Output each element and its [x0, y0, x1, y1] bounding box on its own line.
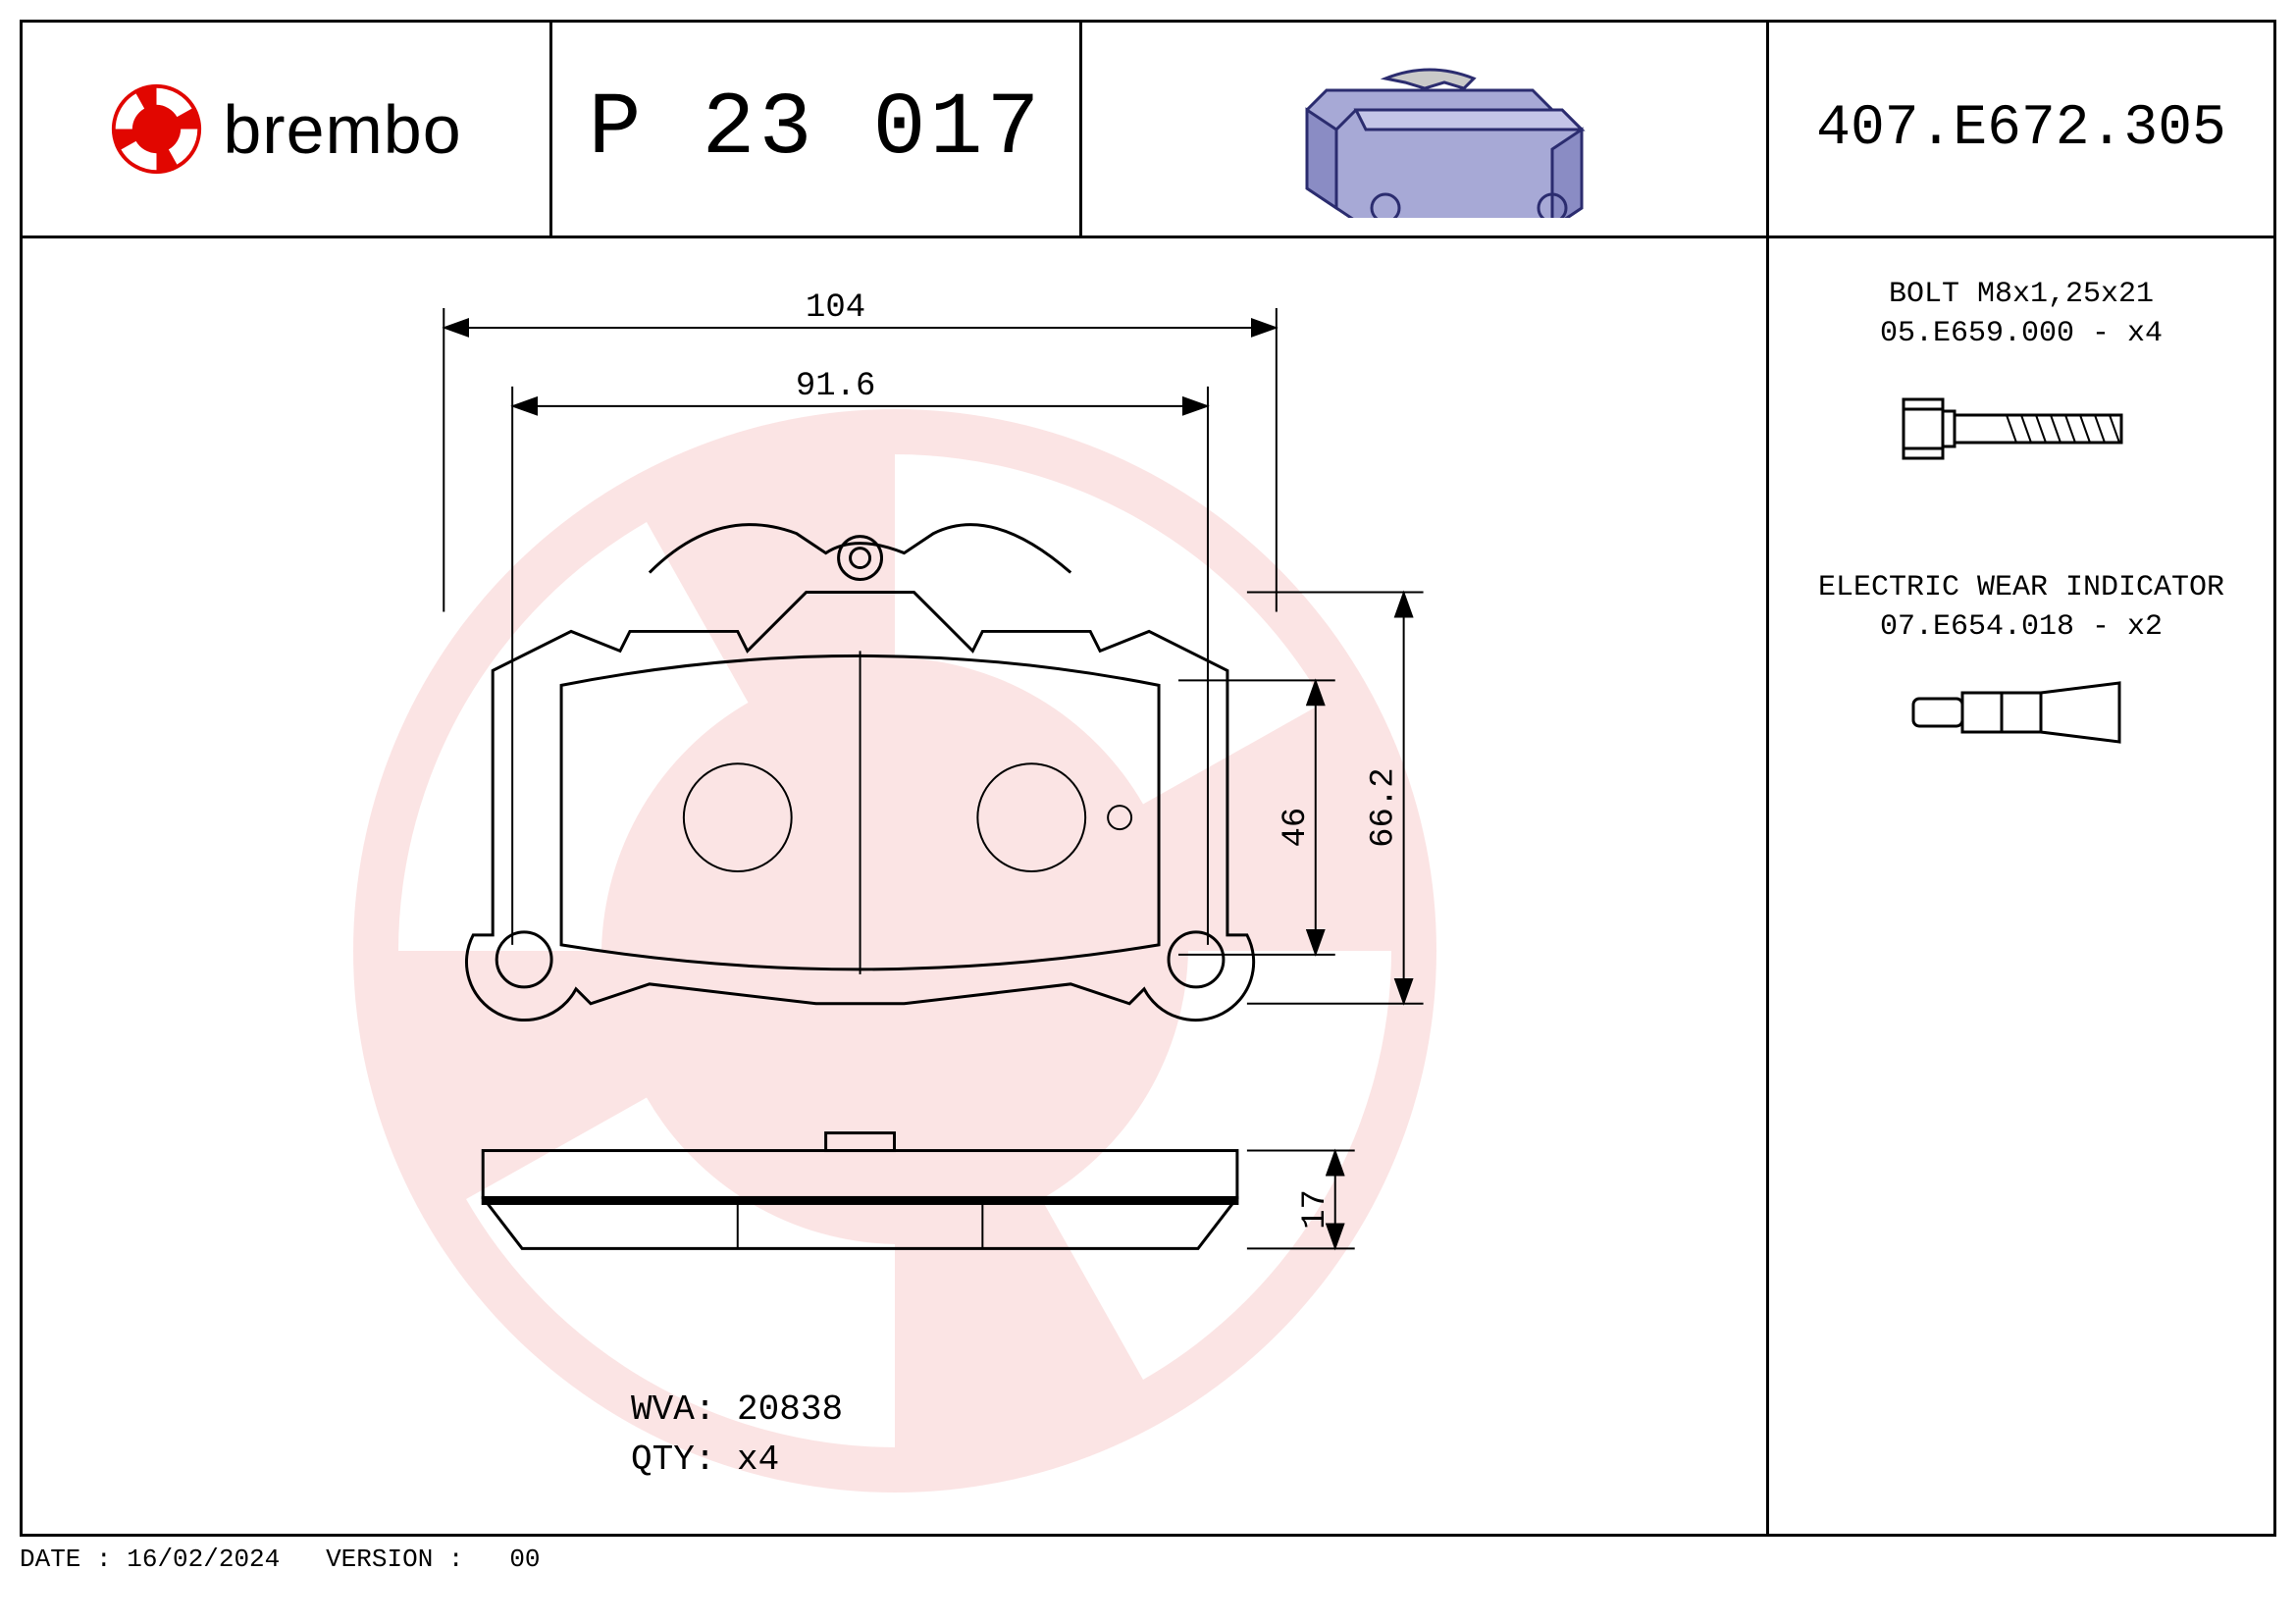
part-number: P 23 017	[588, 79, 1043, 180]
brand-cell: brembo	[23, 23, 552, 236]
footer-version: 00	[509, 1545, 540, 1574]
drawing-code-cell: 407.E672.305	[1769, 23, 2273, 236]
accessory-bolt-code: 05.E659.000 - x4	[1880, 317, 2163, 350]
header-row: brembo P 23 017	[23, 23, 2273, 238]
dim-width-overall: 104	[806, 289, 865, 327]
qty-label: QTY:	[631, 1440, 715, 1480]
accessory-indicator-code: 07.E654.018 - x2	[1818, 610, 2224, 644]
bolt-icon	[1894, 370, 2149, 488]
bottom-info: WVA: 20838 QTY: x4	[631, 1386, 843, 1485]
body-row: 104 91.6 66.2 46 17	[23, 238, 2273, 1534]
accessory-bolt-title: BOLT M8x1,25x21	[1880, 278, 2163, 311]
brand-logo: brembo	[110, 82, 461, 176]
brand-name: brembo	[223, 90, 461, 169]
product-iso-icon	[1258, 41, 1592, 218]
qty-value: x4	[737, 1440, 779, 1480]
brembo-logo-icon	[110, 82, 203, 176]
dim-height-friction: 46	[1278, 808, 1315, 848]
dim-width-inner: 91.6	[796, 368, 875, 405]
drawing-code: 407.E672.305	[1816, 97, 2226, 161]
wear-indicator-icon	[1894, 663, 2149, 761]
accessory-wear-indicator: ELECTRIC WEAR INDICATOR 07.E654.018 - x2	[1818, 571, 2224, 766]
wva-label: WVA:	[631, 1389, 715, 1430]
footer-date: 16/02/2024	[127, 1545, 280, 1574]
footer: DATE : 16/02/2024 VERSION : 00	[20, 1545, 2276, 1574]
part-number-cell: P 23 017	[552, 23, 1082, 236]
dim-height-overall: 66.2	[1366, 767, 1403, 847]
technical-drawing-area: 104 91.6 66.2 46 17	[23, 238, 1769, 1534]
accessories-panel: BOLT M8x1,25x21 05.E659.000 - x4	[1769, 238, 2273, 1534]
accessory-indicator-title: ELECTRIC WEAR INDICATOR	[1818, 571, 2224, 604]
footer-version-label: VERSION :	[326, 1545, 463, 1574]
accessory-bolt: BOLT M8x1,25x21 05.E659.000 - x4	[1880, 278, 2163, 493]
product-image-cell	[1082, 23, 1769, 236]
wva-value: 20838	[737, 1389, 843, 1430]
dim-thickness: 17	[1297, 1189, 1334, 1230]
footer-date-label: DATE :	[20, 1545, 112, 1574]
drawing-sheet: brembo P 23 017	[20, 20, 2276, 1537]
technical-drawing-svg: 104 91.6 66.2 46 17	[23, 238, 1766, 1534]
